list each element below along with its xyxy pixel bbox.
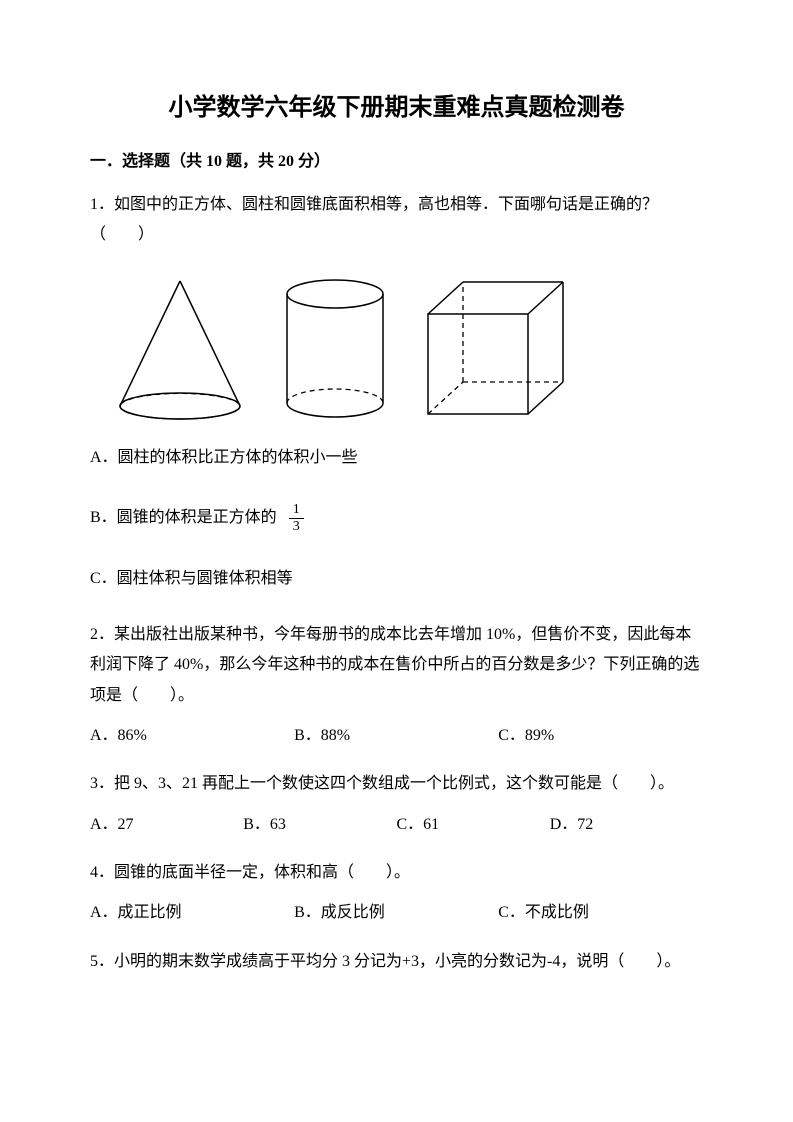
shapes-row [110, 271, 703, 421]
q3-option-c: C．61 [397, 810, 550, 840]
q4-option-b: B．成反比例 [294, 898, 498, 928]
q1-text: 1．如图中的正方体、圆柱和圆锥底面积相等，高也相等．下面哪句话是正确的？（ ） [90, 190, 703, 251]
q4-option-c: C．不成比例 [498, 898, 702, 928]
section-header: 一．选择题（共 10 题，共 20 分） [90, 150, 703, 174]
question-3: 3．把 9、3、21 再配上一个数使这四个数组成一个比例式，这个数可能是（ ）。… [90, 769, 703, 840]
q4-options: A．成正比例 B．成反比例 C．不成比例 [90, 898, 703, 928]
q2-option-c: C．89% [498, 721, 702, 751]
cylinder-shape [280, 276, 390, 421]
question-5: 5．小明的期末数学成绩高于平均分 3 分记为+3，小亮的分数记为-4，说明（ ）… [90, 947, 703, 977]
q3-option-d: D．72 [550, 810, 703, 840]
q3-option-b: B．63 [243, 810, 396, 840]
q5-text: 5．小明的期末数学成绩高于平均分 3 分记为+3，小亮的分数记为-4，说明（ ）… [90, 947, 703, 977]
q1-option-a: A．圆柱的体积比正方体的体积小一些 [90, 445, 703, 471]
fraction-one-third: 1 3 [289, 502, 304, 534]
q2-text: 2．某出版社出版某种书，今年每册书的成本比去年增加 10%，但售价不变，因此每本… [90, 620, 703, 711]
q2-options: A．86% B．88% C．89% [90, 721, 703, 751]
question-1: 1．如图中的正方体、圆柱和圆锥底面积相等，高也相等．下面哪句话是正确的？（ ） [90, 190, 703, 592]
cube-shape [420, 276, 570, 421]
question-4: 4．圆锥的底面半径一定，体积和高（ ）。 A．成正比例 B．成反比例 C．不成比… [90, 858, 703, 929]
q2-option-a: A．86% [90, 721, 294, 751]
fraction-num: 1 [289, 502, 304, 518]
question-2: 2．某出版社出版某种书，今年每册书的成本比去年增加 10%，但售价不变，因此每本… [90, 620, 703, 752]
q1-option-b-prefix: B．圆锥的体积是正方体的 [90, 505, 277, 531]
q3-option-a: A．27 [90, 810, 243, 840]
q3-text: 3．把 9、3、21 再配上一个数使这四个数组成一个比例式，这个数可能是（ ）。 [90, 769, 703, 799]
cone-shape [110, 271, 250, 421]
q3-options: A．27 B．63 C．61 D．72 [90, 810, 703, 840]
q4-text: 4．圆锥的底面半径一定，体积和高（ ）。 [90, 858, 703, 888]
fraction-den: 3 [289, 519, 304, 534]
q4-option-a: A．成正比例 [90, 898, 294, 928]
q1-option-c: C．圆柱体积与圆锥体积相等 [90, 566, 703, 592]
q1-option-b: B．圆锥的体积是正方体的 1 3 [90, 502, 304, 534]
q2-option-b: B．88% [294, 721, 498, 751]
page-title: 小学数学六年级下册期末重难点真题检测卷 [90, 90, 703, 126]
